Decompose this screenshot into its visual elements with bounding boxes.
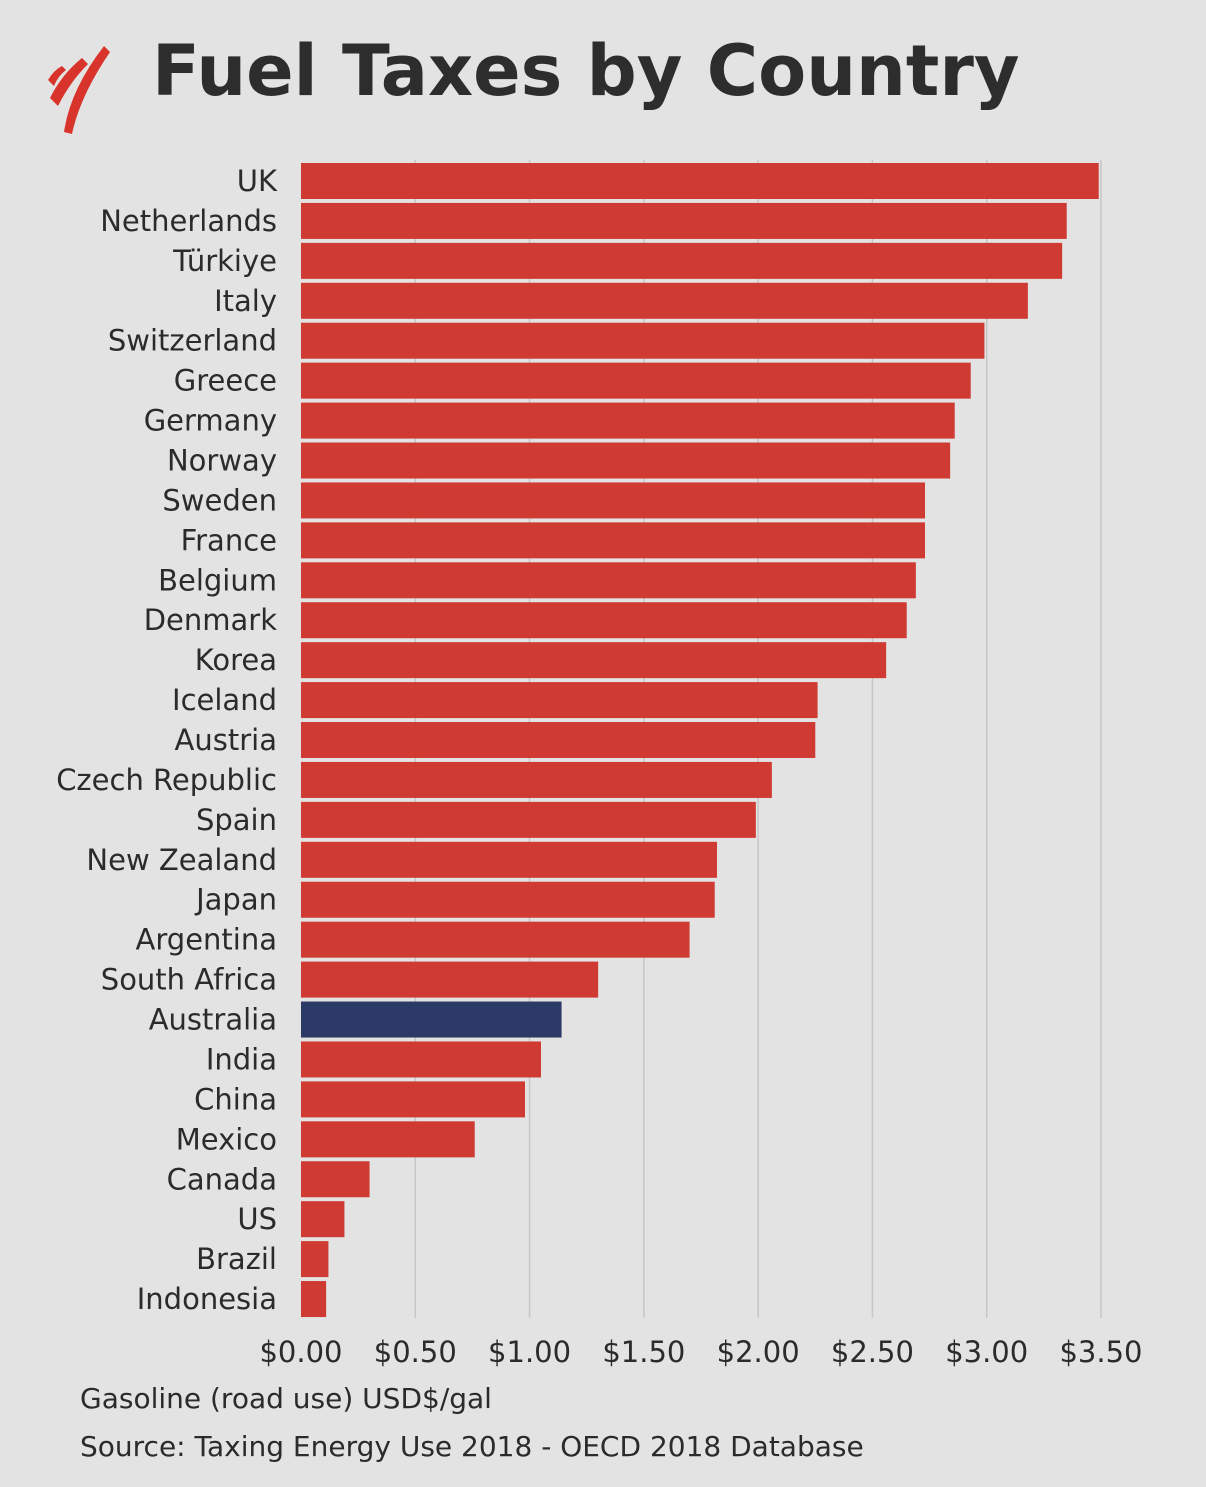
x-tick-label: $2.50: [831, 1335, 914, 1369]
bar-new-zealand: [301, 841, 717, 878]
category-label: Canada: [167, 1162, 277, 1196]
category-label: China: [194, 1082, 277, 1116]
bar-argentina: [301, 921, 690, 958]
category-label: Netherlands: [100, 204, 277, 238]
bar-italy: [301, 282, 1028, 319]
bar-spain: [301, 801, 756, 838]
bar-denmark: [301, 602, 907, 639]
category-label: New Zealand: [86, 843, 277, 877]
bar-brazil: [301, 1241, 329, 1278]
category-label: Australia: [149, 1003, 277, 1037]
x-tick-label: $2.00: [717, 1335, 800, 1369]
bar-australia: [301, 1001, 562, 1038]
bar-japan: [301, 881, 715, 918]
bar-sweden: [301, 482, 925, 519]
sbs-logo-icon: [48, 46, 110, 134]
bar-belgium: [301, 562, 916, 599]
category-label: India: [206, 1042, 277, 1076]
bar-chart: UK Netherlands Türkiye Italy Switzerland Gree…: [56, 160, 1143, 1369]
category-label: Türkiye: [172, 244, 277, 278]
x-tick-label: $3.50: [1059, 1335, 1142, 1369]
source-note: Source: Taxing Energy Use 2018 - OECD 20…: [80, 1430, 864, 1463]
bar-norway: [301, 442, 951, 479]
category-label: Greece: [174, 364, 277, 398]
x-tick-label: $1.00: [488, 1335, 571, 1369]
category-label: Czech Republic: [56, 763, 277, 797]
category-label: Denmark: [144, 603, 277, 637]
bar-mexico: [301, 1121, 475, 1158]
bar-canada: [301, 1161, 370, 1198]
category-label: Korea: [195, 643, 277, 677]
bar-netherlands: [301, 202, 1067, 239]
category-label: Japan: [194, 883, 277, 917]
bar-china: [301, 1081, 525, 1118]
category-label: Argentina: [136, 923, 277, 957]
bar-uk: [301, 163, 1099, 199]
bar-france: [301, 522, 925, 559]
chart-title: Fuel Taxes by Country: [152, 30, 1020, 112]
bar-germany: [301, 402, 955, 439]
x-tick-label: $0.50: [374, 1335, 457, 1369]
bar-indonesia: [301, 1281, 327, 1318]
category-label: Austria: [175, 723, 277, 757]
bar-greece: [301, 362, 971, 399]
bar-us: [301, 1201, 345, 1238]
category-label: US: [237, 1202, 277, 1236]
category-label: Spain: [196, 803, 277, 837]
category-label: South Africa: [101, 963, 277, 997]
bar-south-africa: [301, 961, 599, 998]
x-tick-label: $0.00: [259, 1335, 342, 1369]
category-label: Mexico: [176, 1122, 277, 1156]
category-label: Brazil: [196, 1242, 277, 1276]
bar-t-rkiye: [301, 242, 1063, 279]
x-axis-label: Gasoline (road use) USD$/gal: [80, 1382, 492, 1415]
category-label: Norway: [167, 444, 277, 478]
category-label: Indonesia: [137, 1282, 277, 1316]
category-label: Sweden: [162, 483, 277, 517]
bar-iceland: [301, 682, 818, 719]
category-label: Iceland: [172, 683, 277, 717]
category-label: Italy: [214, 284, 277, 318]
category-label: Germany: [144, 404, 277, 438]
bars: [301, 163, 1099, 1318]
bar-india: [301, 1041, 541, 1078]
bar-czech-republic: [301, 761, 772, 798]
x-tick-label: $1.50: [602, 1335, 685, 1369]
bar-korea: [301, 642, 887, 679]
category-label: UK: [237, 164, 278, 198]
category-labels: UK Netherlands Türkiye Italy Switzerland Gree…: [56, 164, 278, 1316]
category-label: France: [181, 523, 277, 557]
x-tick-labels: $0.00 $0.50 $1.00 $1.50 $2.00 $2.50 $3.00 $3.50: [259, 1335, 1142, 1369]
bar-switzerland: [301, 322, 985, 359]
category-label: Switzerland: [108, 324, 277, 358]
x-tick-label: $3.00: [945, 1335, 1028, 1369]
category-label: Belgium: [158, 563, 277, 597]
bar-austria: [301, 722, 816, 759]
